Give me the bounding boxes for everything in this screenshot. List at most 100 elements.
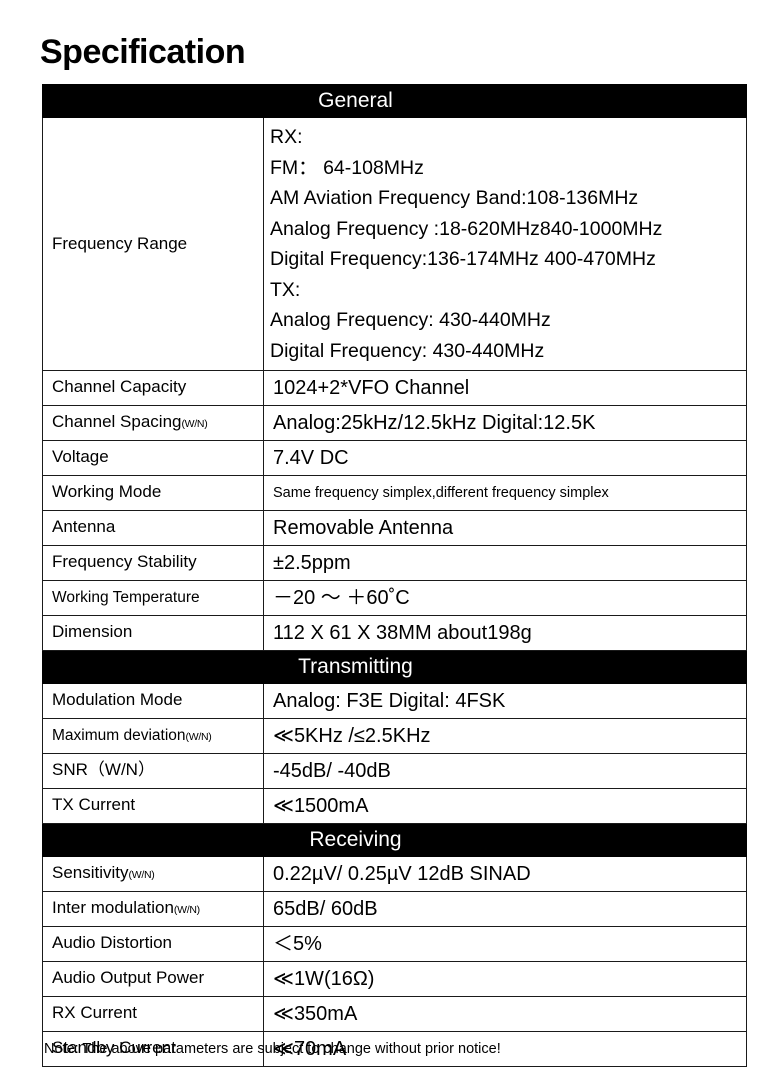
row-label-text: Sensitivity: [52, 863, 129, 882]
freq-line: Digital Frequency: 430-440MHz: [270, 339, 545, 362]
row-label-text: Inter modulation: [52, 898, 174, 917]
row-label-text: Working Temperature: [52, 588, 200, 606]
row-label-text: Audio Output Power: [52, 968, 205, 987]
row-label-text: Dimension: [52, 622, 133, 641]
table-row: Audio Output Power ≪1W(16Ω): [42, 961, 747, 997]
row-label-text: Channel Capacity: [52, 377, 187, 396]
row-value: Analog:25kHz/12.5kHz Digital:12.5K: [263, 405, 747, 441]
row-label-text: Working Mode: [52, 482, 162, 501]
row-label-sub: (W/N): [181, 418, 208, 430]
table-row: Standby Current ≪70mA: [42, 1031, 747, 1067]
row-label-text: SNR（W/N）: [52, 760, 155, 779]
section-title-transmitting: Transmitting: [298, 655, 413, 678]
row-label: Modulation Mode: [42, 683, 264, 719]
row-label-text: Voltage: [52, 447, 109, 466]
section-header-transmitting: Transmitting: [42, 650, 747, 684]
row-label: Dimension: [42, 615, 264, 651]
section-header-cell: Transmitting: [42, 650, 747, 684]
page-title: Specification: [40, 33, 246, 71]
table-row: Modulation Mode Analog: F3E Digital: 4FS…: [42, 683, 747, 719]
row-value: 65dB/ 60dB: [263, 891, 747, 927]
row-label: Frequency Stability: [42, 545, 264, 581]
table-row: Dimension 112 X 61 X 38MM about198g: [42, 615, 747, 651]
row-label: TX Current: [42, 788, 264, 824]
row-label: Sensitivity(W/N): [42, 856, 264, 892]
row-value: -45dB/ -40dB: [263, 753, 747, 789]
row-value: 7.4V DC: [263, 440, 747, 476]
row-label-text: Maximum deviation: [52, 726, 186, 744]
table-row: Audio Distortion ＜5%: [42, 926, 747, 962]
freq-line: Analog Frequency: 430-440MHz: [270, 309, 551, 331]
row-label-sub: (W/N): [173, 904, 200, 916]
table-row: Maximum deviation(W/N) ≪5KHz /≤2.5KHz: [42, 718, 747, 754]
row-value: ≪5KHz /≤2.5KHz: [263, 718, 747, 754]
table-row: Antenna Removable Antenna: [42, 510, 747, 546]
specification-table: General Frequency Range RX: FM： 64-108MH…: [42, 84, 747, 1067]
row-value: 1024+2*VFO Channel: [263, 370, 747, 406]
row-label-text: Frequency Stability: [52, 552, 197, 571]
freq-line: FM： 64-108MHz: [270, 156, 424, 179]
row-label: RX Current: [42, 996, 264, 1032]
row-label-text: Standby Current: [52, 1038, 176, 1057]
row-value: 112 X 61 X 38MM about198g: [263, 615, 747, 651]
row-label: Working Temperature: [42, 580, 264, 616]
row-label-text: Modulation Mode: [52, 690, 183, 709]
row-value: ±2.5ppm: [263, 545, 747, 581]
table-row-frequency-range: Frequency Range RX: FM： 64-108MHz AM Avi…: [42, 117, 747, 371]
freq-line: AM Aviation Frequency Band:108-136MHz: [270, 187, 639, 209]
row-value: ≪1500mA: [263, 788, 747, 824]
row-label-text: TX Current: [52, 795, 136, 814]
row-label-text: RX Current: [52, 1003, 138, 1022]
row-label-sub: (W/N): [128, 869, 155, 881]
row-value: Removable Antenna: [263, 510, 747, 546]
section-header-receiving: Receiving: [42, 823, 747, 857]
row-label-text: Channel Spacing: [52, 412, 182, 431]
row-value: ≪1W(16Ω): [263, 961, 747, 997]
table-row: Inter modulation(W/N) 65dB/ 60dB: [42, 891, 747, 927]
table-row: Channel Spacing(W/N) Analog:25kHz/12.5kH…: [42, 405, 747, 441]
row-label-sub: (W/N): [185, 730, 212, 743]
row-label: Voltage: [42, 440, 264, 476]
table-row: Voltage 7.4V DC: [42, 440, 747, 476]
row-value-frequency-range: RX: FM： 64-108MHz AM Aviation Frequency …: [263, 117, 747, 371]
table-row: SNR（W/N） -45dB/ -40dB: [42, 753, 747, 789]
section-title-receiving: Receiving: [309, 828, 402, 851]
row-label: Audio Output Power: [42, 961, 264, 997]
row-label: Antenna: [42, 510, 264, 546]
table-row: RX Current ≪350mA: [42, 996, 747, 1032]
section-header-general: General: [42, 84, 747, 118]
row-value: ≪350mA: [263, 996, 747, 1032]
row-label: Working Mode: [42, 475, 264, 511]
section-header-cell: General: [42, 84, 747, 118]
row-label: Standby Current: [42, 1031, 264, 1067]
table-row: Working Temperature －20 ～ ＋60˚C: [42, 580, 747, 616]
row-label: SNR（W/N）: [42, 753, 264, 789]
table-row: Sensitivity(W/N) 0.22µV/ 0.25µV 12dB SIN…: [42, 856, 747, 892]
row-value: ≪70mA: [263, 1031, 747, 1067]
row-label-text: Audio Distortion: [52, 933, 173, 952]
row-label: Audio Distortion: [42, 926, 264, 962]
row-label: Channel Spacing(W/N): [42, 405, 264, 441]
freq-line: Analog Frequency :18-620MHz840-1000MHz: [270, 217, 663, 240]
row-label-text: Antenna: [52, 517, 116, 536]
section-header-cell: Receiving: [42, 823, 747, 857]
row-label-frequency-range: Frequency Range: [42, 117, 264, 371]
table-row: TX Current ≪1500mA: [42, 788, 747, 824]
row-value: Same frequency simplex,different frequen…: [263, 475, 747, 511]
freq-line: Digital Frequency:136-174MHz 400-470MHz: [270, 248, 656, 270]
freq-line: TX:: [270, 278, 301, 301]
footer-note: Note: The above parameters are subject t…: [44, 1041, 501, 1057]
freq-line: RX:: [270, 126, 303, 148]
row-value: －20 ～ ＋60˚C: [263, 580, 747, 616]
row-value: Analog: F3E Digital: 4FSK: [263, 683, 747, 719]
row-label: Channel Capacity: [42, 370, 264, 406]
table-row: Working Mode Same frequency simplex,diff…: [42, 475, 747, 511]
table-row: Frequency Stability ±2.5ppm: [42, 545, 747, 581]
table-row: Channel Capacity 1024+2*VFO Channel: [42, 370, 747, 406]
row-label: Inter modulation(W/N): [42, 891, 264, 927]
section-title-general: General: [318, 89, 393, 112]
row-value: ＜5%: [263, 926, 747, 962]
row-label: Maximum deviation(W/N): [42, 718, 264, 754]
row-value: 0.22µV/ 0.25µV 12dB SINAD: [263, 856, 747, 892]
